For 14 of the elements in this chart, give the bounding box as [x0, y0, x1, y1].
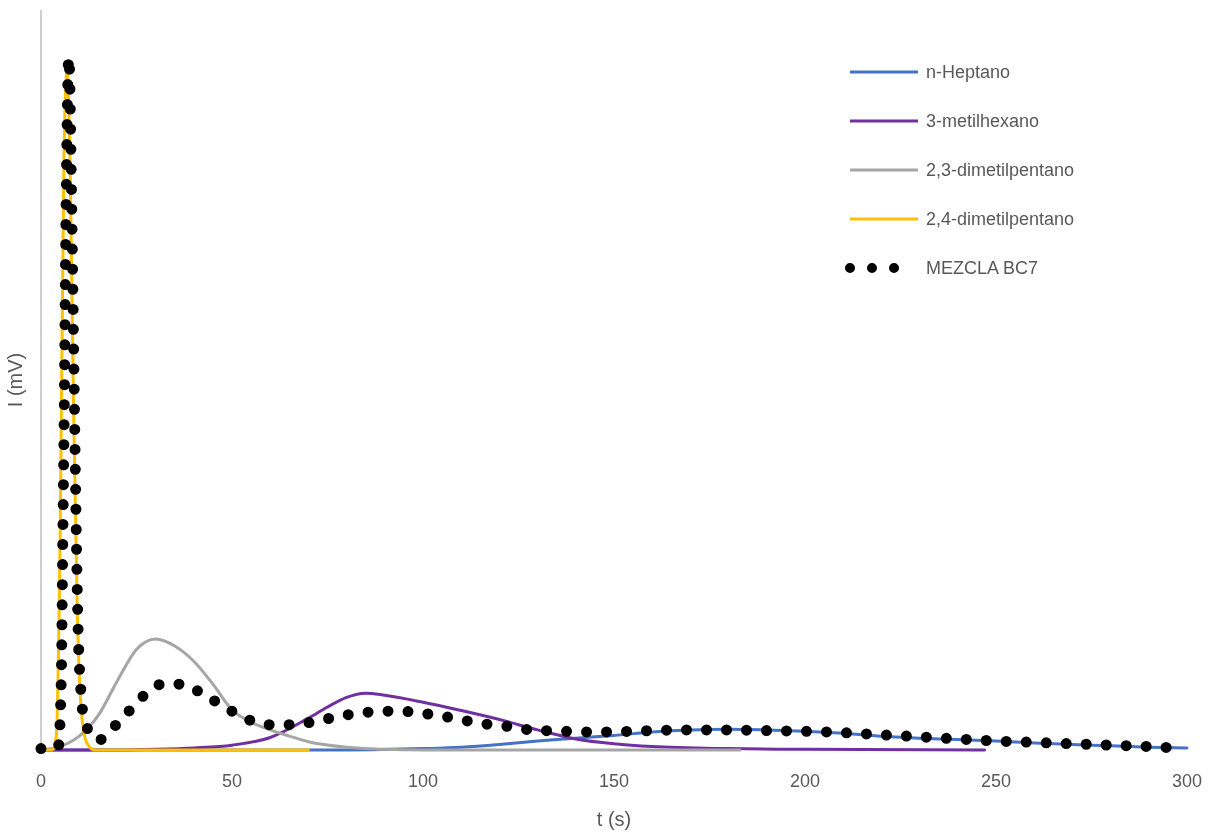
x-tick-label: 200: [789, 771, 821, 791]
legend-label: 2,3-dimetilpentano: [926, 160, 1075, 181]
legend-label: MEZCLA BC7: [926, 258, 1039, 279]
x-axis-title: t (s): [596, 808, 632, 830]
x-tick-label: 300: [1171, 771, 1203, 791]
x-tick-label: 0: [35, 771, 47, 791]
legend-label: n-Heptano: [926, 62, 1011, 83]
x-tick-label: 50: [221, 771, 243, 791]
x-tick-label: 150: [598, 771, 630, 791]
x-tick-label: 250: [980, 771, 1012, 791]
x-tick-label: 100: [407, 771, 439, 791]
legend-label: 3-metilhexano: [926, 111, 1040, 132]
y-axis-title: I (mV): [4, 352, 26, 408]
legend-label: 2,4-dimetilpentano: [926, 209, 1075, 230]
